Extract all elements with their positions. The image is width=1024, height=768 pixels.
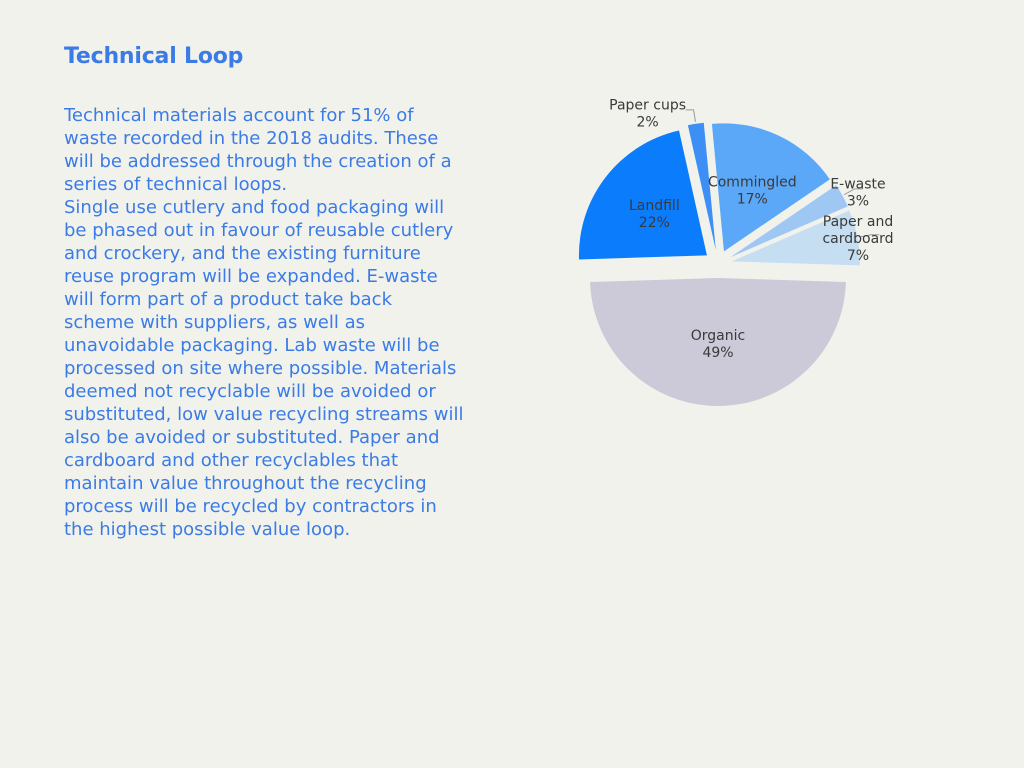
pie-slice-paper-and-cardboard — [731, 210, 860, 266]
slice-value-label: 49% — [702, 345, 733, 361]
slice-value-label: 2% — [636, 114, 658, 130]
slice-category-label: Paper and — [823, 214, 893, 230]
slice-category-label: Organic — [691, 328, 745, 344]
slice-value-label: 22% — [639, 215, 670, 231]
slice-value-label: 7% — [847, 248, 869, 264]
intro-paragraph: Technical materials account for 51% of w… — [64, 105, 452, 195]
label-leader-line — [685, 109, 696, 122]
label-leader-line — [843, 188, 863, 196]
pie-slice-landfill — [578, 130, 707, 260]
pie-slice-commingled — [711, 123, 830, 252]
slice-category-label: Landfill — [629, 198, 680, 214]
pie-slice-e-waste — [730, 185, 848, 258]
slice-category-label: cardboard — [822, 231, 893, 247]
slice-category-label: Commingled — [708, 175, 797, 191]
slice-category-label: Paper cups — [609, 97, 686, 113]
slice-category-label: E-waste — [830, 176, 885, 192]
slice-value-label: 17% — [737, 192, 768, 208]
pie-slice-paper-cups — [687, 122, 716, 251]
details-paragraph: Single use cutlery and food packaging wi… — [64, 197, 464, 540]
pie-slice-organic — [590, 278, 846, 406]
label-leader-line — [859, 234, 880, 238]
body-text: Technical materials account for 51% of w… — [64, 104, 464, 541]
page-title: Technical Loop — [64, 44, 244, 69]
slice-value-label: 3% — [847, 193, 869, 209]
